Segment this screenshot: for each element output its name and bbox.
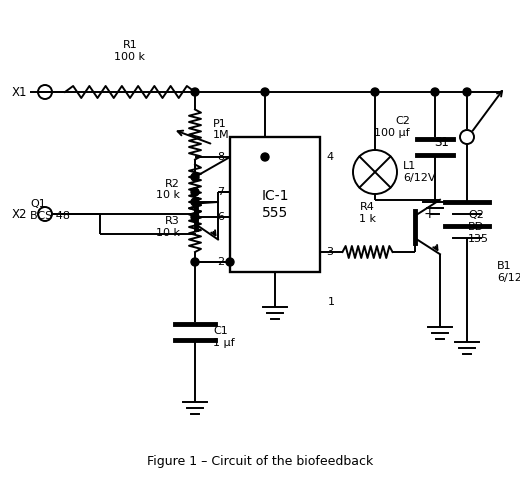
Text: B1
6/12V: B1 6/12V: [497, 261, 520, 283]
Text: X2: X2: [11, 207, 27, 220]
Text: L1
6/12V: L1 6/12V: [403, 161, 436, 183]
Text: +: +: [423, 207, 435, 221]
Text: Q2
BD
135: Q2 BD 135: [468, 211, 489, 243]
Text: IC-1
555: IC-1 555: [261, 189, 289, 220]
Circle shape: [261, 153, 269, 161]
Text: X1: X1: [11, 85, 27, 98]
Circle shape: [191, 173, 199, 181]
Text: R3
10 k: R3 10 k: [156, 216, 180, 238]
Circle shape: [226, 258, 234, 266]
Text: 2: 2: [217, 257, 224, 267]
Text: R2
10 k: R2 10 k: [156, 179, 180, 201]
Text: 6: 6: [217, 212, 224, 222]
Text: 1: 1: [328, 297, 335, 307]
Circle shape: [371, 88, 379, 96]
Circle shape: [191, 88, 199, 96]
Circle shape: [463, 88, 471, 96]
Text: 4: 4: [326, 152, 333, 162]
Text: 3: 3: [326, 247, 333, 257]
Circle shape: [191, 258, 199, 266]
Circle shape: [431, 88, 439, 96]
Circle shape: [191, 188, 199, 196]
Text: R4
1 k: R4 1 k: [359, 202, 376, 224]
Text: Q1
BCS 48: Q1 BCS 48: [30, 199, 70, 221]
Circle shape: [191, 198, 199, 206]
Text: 8: 8: [217, 152, 224, 162]
Bar: [230, 137, 320, 272]
Text: R1
100 k: R1 100 k: [114, 40, 146, 62]
Text: P1
1M: P1 1M: [213, 119, 230, 140]
Text: S1: S1: [434, 135, 449, 148]
Circle shape: [261, 88, 269, 96]
Text: C2
100 μf: C2 100 μf: [374, 116, 410, 138]
Text: 7: 7: [217, 187, 224, 197]
Circle shape: [191, 213, 199, 221]
Text: C1
1 μf: C1 1 μf: [213, 326, 235, 348]
Text: Figure 1 – Circuit of the biofeedback: Figure 1 – Circuit of the biofeedback: [147, 455, 373, 469]
